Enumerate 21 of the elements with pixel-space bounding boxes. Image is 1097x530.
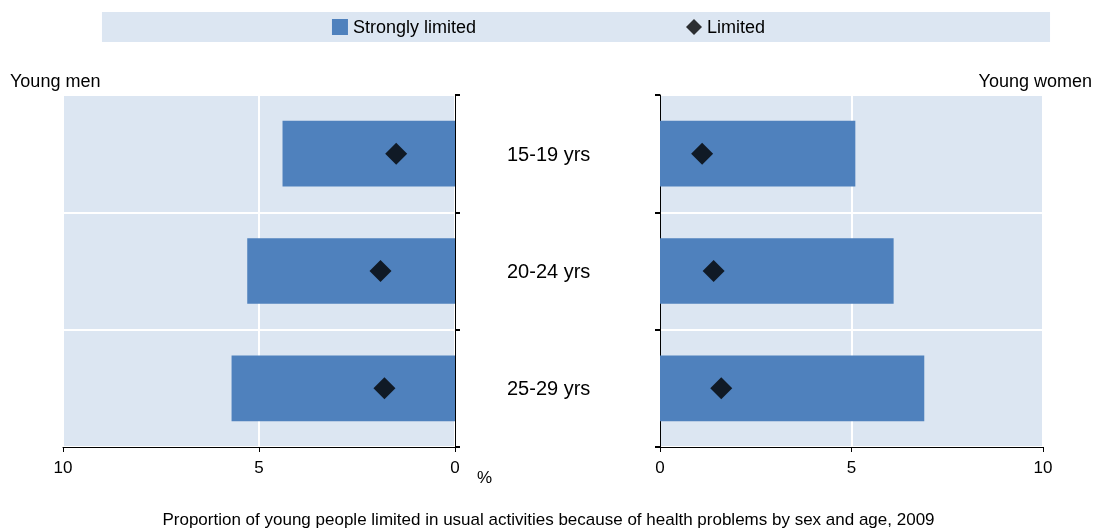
x-tick-label: 0 [450,458,460,477]
chart-title: Young men [10,71,101,91]
bar [282,120,455,187]
y-tick-label: 15-19 yrs [507,142,591,165]
x-tick-label: 5 [846,458,857,477]
text: Proportion of young people limited in usual activities because of health problems by sex and age, 2009 [162,510,935,529]
y-tick-label: 20-24 yrs [507,260,591,282]
y-tick-label: 25-29 yrs [507,377,591,400]
legend-label: Limited [707,17,766,37]
x-tick-label: 5 [254,458,264,477]
x-axis-title: % [477,468,493,487]
x-tick-label: 10 [1033,458,1053,477]
bar [231,355,455,422]
legend-label: Strongly limited [352,17,477,37]
bar [660,238,894,304]
bar [660,355,925,422]
bar [660,120,856,187]
chart-title: Young women [978,71,1093,91]
x-tick-label: 0 [655,458,665,477]
bar [247,238,455,304]
x-tick-label: 10 [53,458,73,477]
